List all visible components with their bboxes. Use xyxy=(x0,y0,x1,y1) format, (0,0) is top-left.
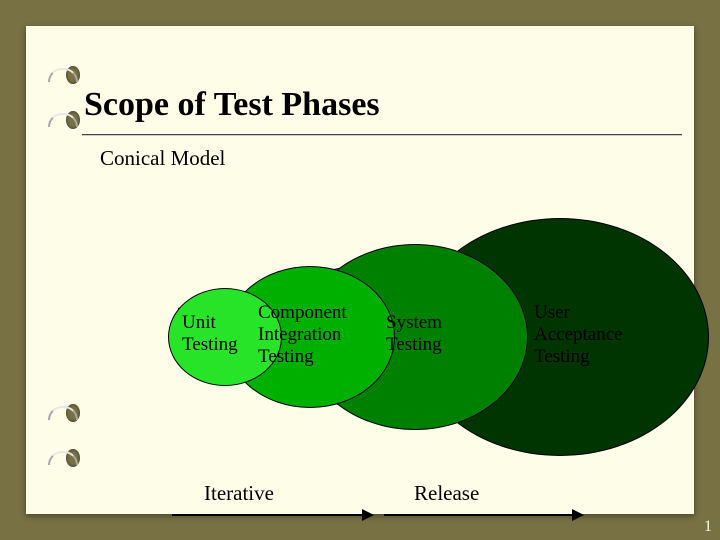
phase-label: User Acceptance Testing xyxy=(534,302,623,368)
subtitle: Conical Model xyxy=(100,146,225,170)
arrow-head-icon xyxy=(572,509,584,521)
conical-diagram: User Acceptance Testing System Testing Com… xyxy=(84,206,694,466)
page-title: Scope of Test Phases xyxy=(84,86,380,124)
phase-label: Unit Testing xyxy=(182,312,238,356)
arrow-head-icon xyxy=(362,509,374,521)
page-number: 1 xyxy=(704,518,712,536)
release-label: Release xyxy=(414,481,479,506)
title-rule xyxy=(82,134,682,136)
slide-card: Scope of Test Phases Conical Model User … xyxy=(26,26,694,514)
iterative-label: Iterative xyxy=(204,481,274,506)
phase-label: System Testing xyxy=(386,312,442,356)
arrow-line xyxy=(172,514,364,516)
phase-label: Component Integration Testing xyxy=(258,302,347,368)
arrow-line xyxy=(384,514,574,516)
